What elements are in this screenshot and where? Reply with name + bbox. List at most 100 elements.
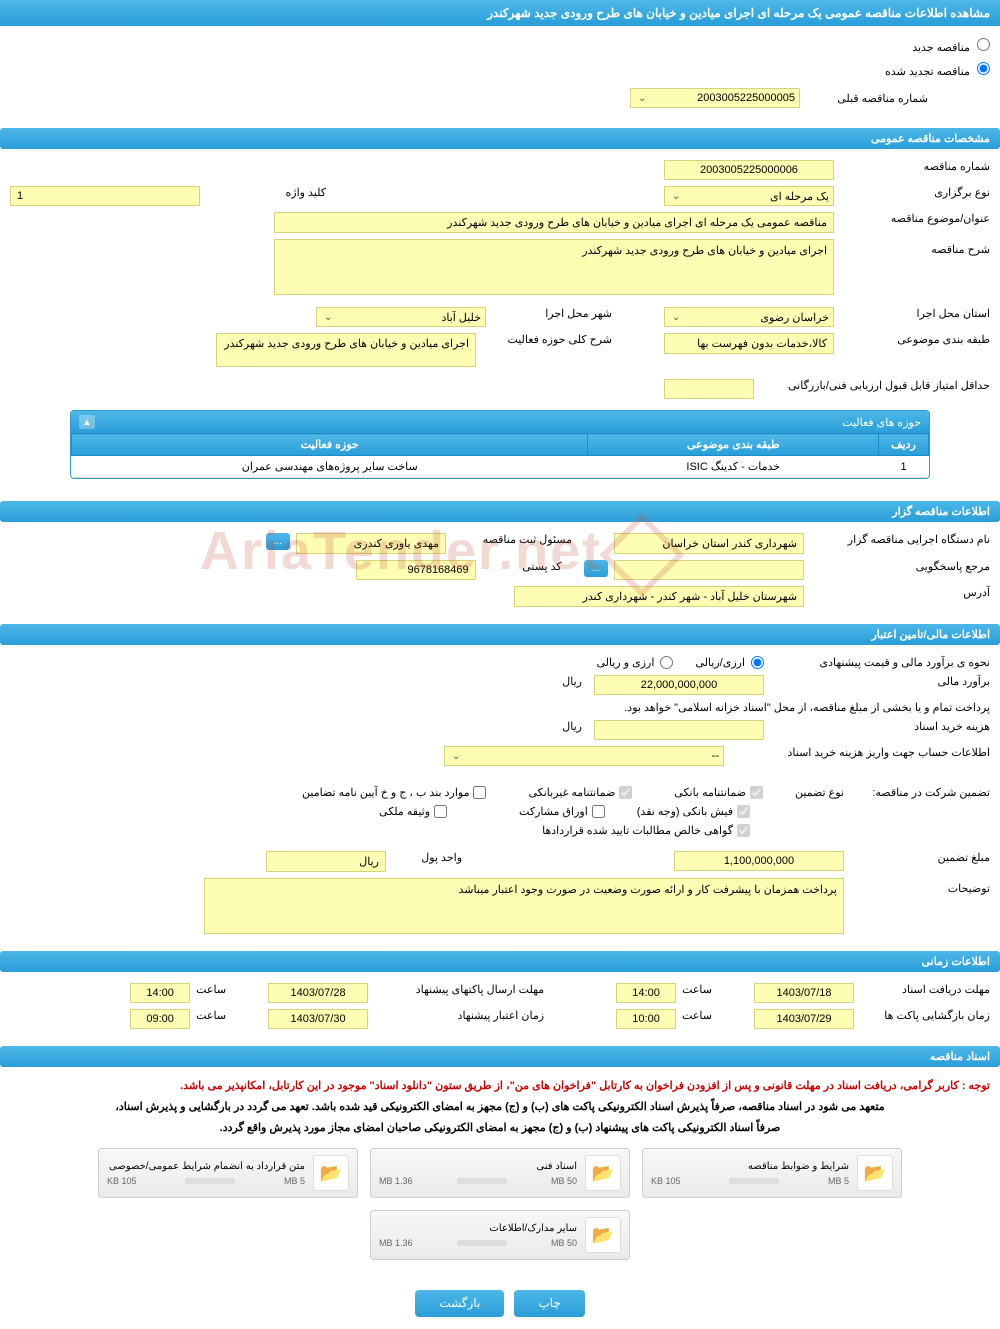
currency-label2: ریال — [562, 720, 582, 733]
unit-label: واحد پول — [392, 851, 462, 864]
ref-more-button[interactable]: ... — [584, 560, 608, 577]
chk-nonbank[interactable] — [619, 786, 632, 799]
file-card[interactable]: 📂شرایط و ضوابط مناقصه5 MB105 KB — [642, 1148, 902, 1198]
prev-number-label: شماره مناقصه قبلی — [808, 92, 928, 105]
category-label: طبقه بندی موضوعی — [840, 333, 990, 346]
keyword-field[interactable]: 1 — [10, 186, 200, 206]
tender-number-label: شماره مناقصه — [840, 160, 990, 173]
responsible-label: مسئول ثبت مناقصه — [452, 533, 572, 546]
receive-time: 14:00 — [616, 983, 676, 1003]
file-size: 105 KB — [107, 1176, 137, 1186]
chk-bonds[interactable] — [473, 786, 486, 799]
radio-new-tender[interactable] — [977, 38, 990, 51]
file-title: اسناد فنی — [379, 1161, 577, 1172]
radio-renewed-label: مناقصه تجدید شده — [885, 66, 970, 78]
col-row: ردیف — [879, 434, 929, 456]
chk-bank[interactable] — [750, 786, 763, 799]
keyword-label: کلید واژه — [206, 186, 326, 199]
ref-field[interactable] — [614, 560, 804, 580]
documents-note1: متعهد می شود در اسناد مناقصه، صرفاً پذیر… — [10, 1096, 990, 1117]
notes-label: توضیحات — [850, 878, 990, 895]
subject-label: عنوان/موضوع مناقصه — [840, 212, 990, 225]
radio-new-label: مناقصه جدید — [912, 42, 970, 54]
organizer-section-header: اطلاعات مناقصه گزار — [0, 501, 1000, 522]
min-score-label: حداقل امتیاز قابل قبول ارزیابی فنی/بازرگ… — [760, 379, 990, 392]
file-limit: 50 MB — [551, 1176, 577, 1186]
time-label3: ساعت — [682, 1009, 712, 1022]
radio-fx[interactable] — [660, 656, 673, 669]
account-info-label: اطلاعات حساب جهت واریز هزینه خرید اسناد — [730, 746, 990, 759]
file-card[interactable]: 📂سایر مدارک/اطلاعات50 MB1.36 MB — [370, 1210, 630, 1260]
notes-textarea[interactable]: پرداخت همزمان با پیشرفت کار و ارائه صورت… — [204, 878, 844, 934]
radio-renewed-tender[interactable] — [977, 62, 990, 75]
category-field: کالا،خدمات بدون فهرست بها — [664, 333, 834, 354]
file-card[interactable]: 📂 متن قرارداد به انضمام شرایط عمومی/خصوصی… — [98, 1148, 358, 1198]
subject-field: مناقصه عمومی یک مرحله ای اجرای میادین و … — [274, 212, 834, 233]
guarantee-label: تضمین شرکت در مناقصه: — [850, 786, 990, 799]
chk-cert-label: گواهی خالص مطالبات تایید شده قراردادها — [542, 824, 733, 837]
method-label: نحوه ی برآورد مالی و قیمت پیشنهادی — [770, 656, 990, 669]
holding-type-select[interactable]: یک مرحله ای⌄ — [664, 186, 834, 206]
currency-label: ریال — [562, 675, 582, 688]
open-label: زمان بازگشایی پاکت ها — [860, 1009, 990, 1022]
receive-label: مهلت دریافت اسناد — [860, 983, 990, 996]
ref-label: مرجع پاسخگویی — [810, 560, 990, 573]
scope-label: شرح کلی حوزه فعالیت — [482, 333, 612, 346]
activity-grid-title: حوزه های فعالیت — [842, 416, 921, 429]
folder-icon: 📂 — [585, 1155, 621, 1191]
chk-bank-label: ضمانتنامه بانکی — [674, 786, 746, 799]
radio-rial[interactable] — [751, 656, 764, 669]
chk-securities[interactable] — [592, 805, 605, 818]
tender-number-field: 2003005225000006 — [664, 160, 834, 180]
min-score-field[interactable] — [664, 379, 754, 399]
documents-section-header: اسناد مناقصه — [0, 1046, 1000, 1067]
chk-securities-label: اوراق مشارکت — [519, 805, 588, 818]
prev-number-select[interactable]: 2003005225000005⌄ — [630, 88, 800, 108]
chk-property-label: وثیقه ملکی — [379, 805, 430, 818]
table-row: 1خدمات - کدینگ ISICساخت سایر پروژه‌های م… — [72, 456, 929, 478]
radio-rial-label: ارزی/ریالی — [695, 656, 745, 669]
open-time: 10:00 — [616, 1009, 676, 1029]
back-button[interactable]: بازگشت — [415, 1290, 504, 1317]
province-select[interactable]: خراسان رضوی⌄ — [664, 307, 834, 327]
documents-warning: توجه : کاربر گرامی، دریافت اسناد در مهلت… — [10, 1075, 990, 1096]
payment-note: پرداخت تمام و یا بخشی از مبلغ مناقصه، از… — [624, 701, 990, 714]
desc-textarea[interactable]: اجرای میادین و خیابان های طرح ورودی جدید… — [274, 239, 834, 295]
more-button[interactable]: ... — [266, 533, 290, 550]
validity-time: 09:00 — [130, 1009, 190, 1029]
receive-date: 1403/07/18 — [754, 983, 854, 1003]
print-button[interactable]: چاپ — [514, 1290, 584, 1317]
submit-label: مهلت ارسال پاکتهای پیشنهاد — [374, 983, 544, 996]
province-label: استان محل اجرا — [840, 307, 990, 320]
folder-icon: 📂 — [857, 1155, 893, 1191]
col-category: طبقه بندی موضوعی — [588, 434, 879, 456]
time-label2: ساعت — [196, 983, 226, 996]
doc-cost-label: هزینه خرید اسناد — [770, 720, 990, 733]
unit-field: ریال — [266, 851, 386, 872]
chk-property[interactable] — [434, 805, 447, 818]
file-title: متن قرارداد به انضمام شرایط عمومی/خصوصی — [107, 1161, 305, 1172]
file-title: شرایط و ضوابط مناقصه — [651, 1161, 849, 1172]
account-select[interactable]: --⌄ — [444, 746, 724, 766]
org-name-label: نام دستگاه اجرایی مناقصه گزار — [810, 533, 990, 546]
file-limit: 5 MB — [284, 1176, 305, 1186]
timing-section-header: اطلاعات زمانی — [0, 951, 1000, 972]
doc-cost-field[interactable] — [594, 720, 764, 740]
desc-label: شرح مناقصه — [840, 239, 990, 256]
file-card[interactable]: 📂اسناد فنی50 MB1.36 MB — [370, 1148, 630, 1198]
estimate-field: 22,000,000,000 — [594, 675, 764, 695]
city-select[interactable]: خلیل آباد⌄ — [316, 307, 486, 327]
holding-type-label: نوع برگزاری — [840, 186, 990, 199]
collapse-icon[interactable]: ▲ — [79, 415, 95, 429]
chk-cert[interactable] — [737, 824, 750, 837]
validity-date: 1403/07/30 — [268, 1009, 368, 1029]
guarantee-amount-label: مبلغ تضمین — [850, 851, 990, 864]
chk-nonbank-label: ضمانتنامه غیربانکی — [528, 786, 615, 799]
page-title: مشاهده اطلاعات مناقصه عمومی یک مرحله ای … — [0, 0, 1000, 26]
chk-cash[interactable] — [737, 805, 750, 818]
chk-bonds-label: موارد بند ب ، ج و خ آیین نامه تضامین — [302, 786, 469, 799]
open-date: 1403/07/29 — [754, 1009, 854, 1029]
folder-icon: 📂 — [313, 1155, 349, 1191]
file-size: 105 KB — [651, 1176, 681, 1186]
address-field: شهرستان خلیل آباد - شهر کندر - شهرداری ک… — [514, 586, 804, 607]
